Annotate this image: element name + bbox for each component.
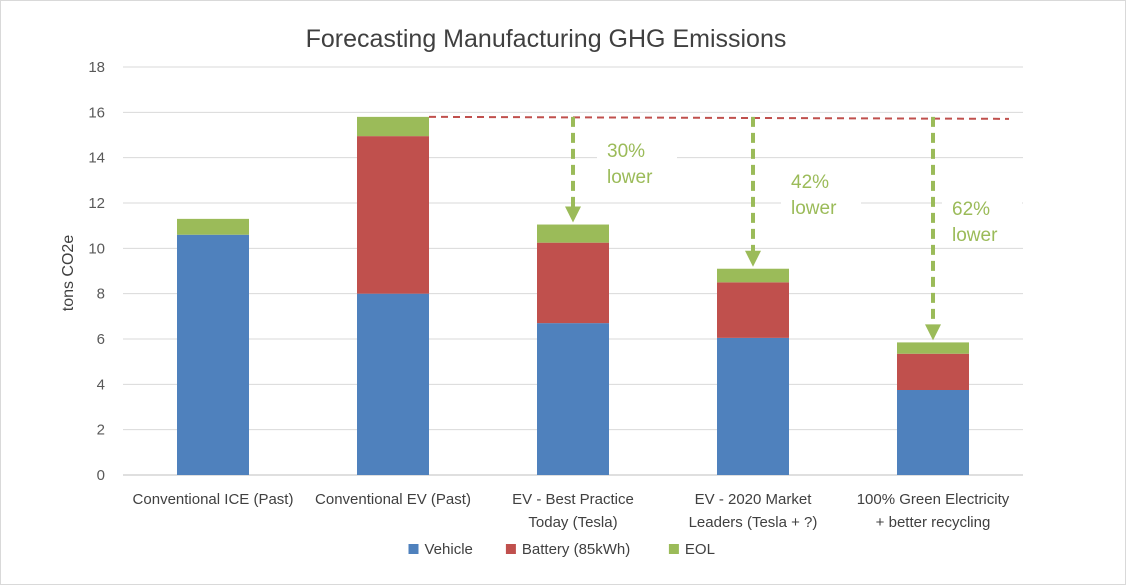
bar-segment <box>537 224 609 243</box>
reference-line <box>428 115 1010 120</box>
x-tick-label: EV - Best Practice <box>512 491 634 508</box>
x-tick-label: Today (Tesla) <box>528 514 617 531</box>
x-tick-label: Conventional EV (Past) <box>315 491 471 508</box>
legend-swatch <box>668 544 679 554</box>
y-tick-label: 16 <box>88 104 105 121</box>
y-tick-label: 2 <box>97 422 105 439</box>
annotation-label: 62% <box>952 199 990 220</box>
bar-segment <box>177 218 249 235</box>
legend-swatch <box>408 544 419 554</box>
bar-segment <box>357 293 429 475</box>
legend-label: Battery (85kWh) <box>522 541 630 558</box>
reduction-arrow-head <box>745 250 761 267</box>
y-tick-label: 8 <box>97 286 105 303</box>
annotation-label: lower <box>791 198 837 219</box>
x-tick-label: Leaders (Tesla + ?) <box>689 514 818 531</box>
y-tick-label: 14 <box>88 150 105 167</box>
x-tick-label: Conventional ICE (Past) <box>133 491 294 508</box>
legend-label: EOL <box>685 541 715 558</box>
legend-label: Vehicle <box>425 541 473 558</box>
bar-segment <box>717 268 789 283</box>
bar-segment <box>537 242 609 324</box>
bar-segment <box>357 116 429 137</box>
y-axis-title: tons CO2e <box>60 235 77 312</box>
annotation-backing <box>942 190 1022 247</box>
y-tick-label: 12 <box>88 195 105 212</box>
bar-segment <box>897 390 969 475</box>
reduction-arrow-head <box>565 206 581 223</box>
bar-segment <box>177 234 249 475</box>
y-tick-label: 4 <box>97 376 105 393</box>
annotation-label: lower <box>607 167 653 188</box>
bar-segment <box>717 282 789 338</box>
y-tick-label: 18 <box>88 59 105 76</box>
x-tick-label: + better recycling <box>876 514 991 531</box>
legend: Vehicle Battery (85kWh) EOL <box>408 541 715 558</box>
arrow-layer: 30% lower 42% lower 62% lower <box>565 116 1022 341</box>
bar-segment <box>717 337 789 475</box>
y-tick-label: 0 <box>97 467 105 484</box>
legend-swatch <box>505 544 516 554</box>
chart-title: Forecasting Manufacturing GHG Emissions <box>306 25 787 53</box>
y-tick-label: 10 <box>88 240 105 257</box>
x-tick-label: EV - 2020 Market <box>695 491 813 508</box>
annotation-backing <box>597 132 677 189</box>
annotation-backing <box>781 163 861 220</box>
annotation-label: 42% <box>791 172 829 193</box>
bar-layer <box>177 116 969 475</box>
x-tick-label: 100% Green Electricity <box>857 491 1010 508</box>
reduction-arrow-head <box>925 324 941 341</box>
bar-segment <box>897 342 969 354</box>
bar-segment <box>537 323 609 475</box>
label-layer: 0 2 4 6 8 10 12 14 16 18 Conventional ICE (Past) Co… <box>88 59 1009 531</box>
y-tick-label: 6 <box>97 331 105 348</box>
reference-line-layer <box>428 115 1010 120</box>
bar-segment <box>357 136 429 294</box>
bar-segment <box>897 353 969 390</box>
annotation-label: lower <box>952 225 998 246</box>
annotation-label: 30% <box>607 141 645 162</box>
